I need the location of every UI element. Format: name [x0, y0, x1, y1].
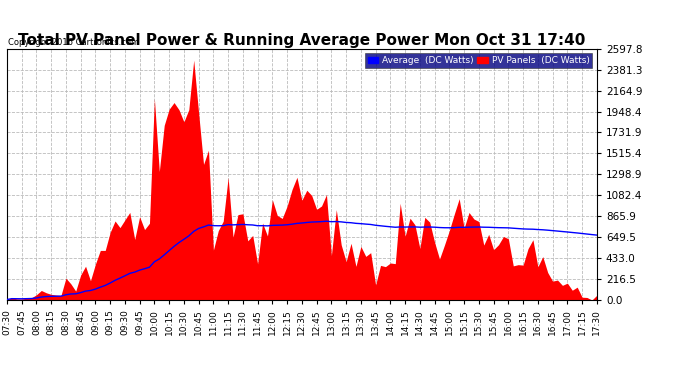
Text: Copyright 2016 Cartronics.com: Copyright 2016 Cartronics.com [8, 39, 139, 48]
Legend: Average  (DC Watts), PV Panels  (DC Watts): Average (DC Watts), PV Panels (DC Watts) [365, 53, 592, 68]
Title: Total PV Panel Power & Running Average Power Mon Oct 31 17:40: Total PV Panel Power & Running Average P… [18, 33, 586, 48]
